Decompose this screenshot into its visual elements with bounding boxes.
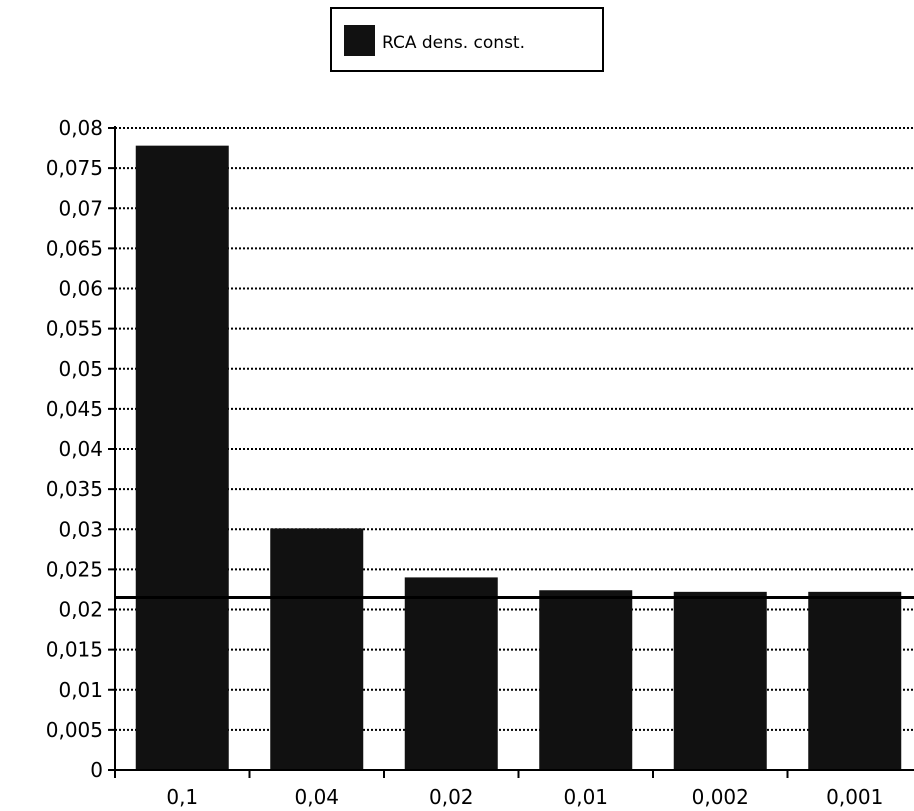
- y-tick-label: 0,06: [58, 277, 103, 301]
- y-tick-labels: 0 0,005 0,01 0,015 0,02 0,025 0,03 0,035 0,04 0,0…: [46, 116, 103, 782]
- y-tick-label: 0,05: [58, 357, 103, 381]
- axes: [108, 126, 914, 778]
- x-tick-labels: 0,1 0,04 0,02 0,01 0,002 0,001: [166, 785, 883, 809]
- y-tick-label: 0,005: [46, 718, 103, 742]
- y-tick-label: 0,055: [46, 317, 103, 341]
- y-tick-label: 0,075: [46, 156, 103, 180]
- bars: [135, 145, 902, 770]
- y-tick-label: 0,025: [46, 557, 103, 581]
- bar: [808, 591, 902, 770]
- gridlines: [115, 127, 914, 731]
- legend-label: RCA dens. const.: [382, 33, 525, 53]
- y-tick-label: 0,02: [58, 598, 103, 622]
- y-tick-label: 0,04: [58, 437, 103, 461]
- legend-box: [330, 7, 604, 72]
- x-tick-label: 0,01: [563, 785, 608, 809]
- y-tick-label: 0,015: [46, 638, 103, 662]
- y-tick-label: 0,065: [46, 236, 103, 260]
- y-tick-label: 0: [90, 758, 103, 782]
- bar: [404, 577, 498, 770]
- y-tick-label: 0,08: [58, 116, 103, 140]
- x-tick-label: 0,02: [429, 785, 474, 809]
- bar: [135, 145, 229, 770]
- y-tick-label: 0,045: [46, 397, 103, 421]
- x-tick-label: 0,001: [826, 785, 883, 809]
- x-tick-label: 0,002: [692, 785, 749, 809]
- legend: RCA dens. const.: [330, 7, 604, 72]
- y-tick-label: 0,07: [58, 196, 103, 220]
- y-tick-label: 0,01: [58, 678, 103, 702]
- bar: [539, 590, 633, 770]
- y-tick-label: 0,03: [58, 517, 103, 541]
- legend-swatch: [344, 25, 375, 56]
- x-tick-label: 0,04: [294, 785, 339, 809]
- x-tick-label: 0,1: [166, 785, 198, 809]
- bar: [673, 591, 767, 770]
- y-tick-label: 0,035: [46, 477, 103, 501]
- bar: [270, 528, 364, 770]
